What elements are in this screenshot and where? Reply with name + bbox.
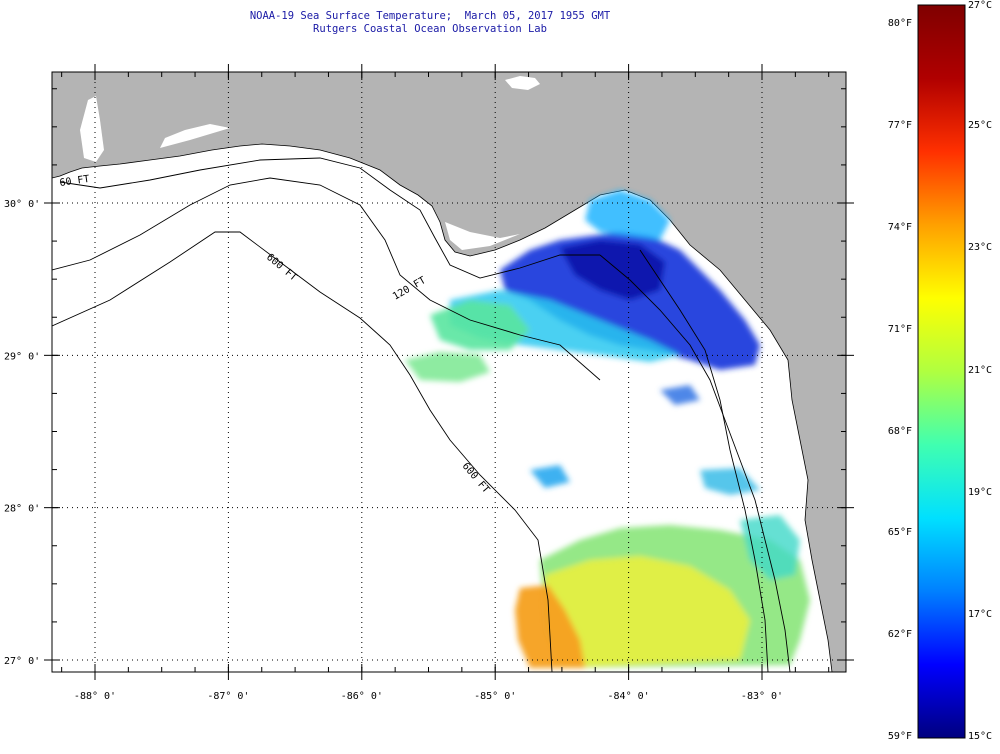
colorbar-fahrenheit-label: 65°F [887, 527, 912, 539]
lat-label: 28° 0' [4, 504, 40, 515]
colorbar-fahrenheit-label: 71°F [887, 323, 912, 335]
lon-label: -83° 0' [741, 691, 783, 702]
contour-label-60ft: 60 FT [59, 174, 90, 189]
sst-patch-cyan-small-3 [700, 468, 760, 495]
lon-label: -84° 0' [608, 691, 650, 702]
colorbar-celsius-label: 15°C [968, 731, 993, 742]
colorbar-fahrenheit-label: 68°F [887, 425, 912, 437]
colorbar-fahrenheit-label: 77°F [887, 120, 912, 132]
frame-ticks [44, 64, 854, 680]
lat-label: 29° 0' [4, 351, 40, 362]
sst-patch-blue-small-2 [530, 465, 570, 488]
depth-contours [52, 157, 791, 672]
lon-label: -85° 0' [474, 691, 516, 702]
mobile-bay [80, 96, 104, 162]
contour-inner-shelf-2 [639, 249, 769, 672]
apalachicola-bay [445, 222, 520, 250]
colorbar-celsius-label: 25°C [968, 120, 993, 132]
colorbar-celsius-label: 27°C [968, 0, 993, 11]
colorbar-fahrenheit-label: 62°F [887, 629, 912, 641]
lake-patch [505, 76, 540, 90]
lon-label: -86° 0' [341, 691, 383, 702]
colorbar [917, 4, 966, 739]
map-frame [51, 71, 847, 673]
lon-label: -88° 0' [74, 691, 116, 702]
lat-label: 27° 0' [4, 656, 40, 667]
land-mass [52, 72, 846, 672]
colorbar-fahrenheit-label: 59°F [887, 731, 912, 742]
colorbar-celsius-label: 21°C [968, 364, 993, 376]
sst-data-layer [405, 190, 810, 668]
colorbar-celsius-label: 17°C [968, 608, 993, 620]
colorbar-celsius-label: 23°C [968, 242, 993, 254]
colorbar-fahrenheit-label: 74°F [887, 221, 912, 233]
grid-lines [52, 72, 846, 672]
contour-inner-shelf [599, 254, 791, 672]
lon-label: -87° 0' [207, 691, 249, 702]
sst-patch-south-yellow [545, 556, 750, 668]
map-subtitle: Rutgers Coastal Ocean Observation Lab [313, 23, 547, 35]
contour-120ft [52, 177, 601, 381]
title-block: NOAA-19 Sea Surface Temperature; March 0… [200, 10, 660, 36]
colorbar-fahrenheit-label: 80°F [887, 18, 912, 30]
colorbar-celsius-label: 19°C [968, 486, 993, 498]
map-title: NOAA-19 Sea Surface Temperature; March 0… [249, 10, 611, 22]
sst-patch-south-orange [515, 585, 585, 668]
sst-patch-cyan-east [740, 515, 800, 580]
sst-patch-green-strip [405, 352, 490, 382]
contour-600ft [52, 231, 553, 672]
contour-60ft [59, 157, 600, 279]
sst-patch-coastal-cyan [585, 190, 670, 240]
lat-label: 30° 0' [4, 199, 40, 210]
sst-patch-blue-small-1 [660, 385, 700, 405]
pensacola-bay [160, 124, 230, 148]
axis-labels: 30° 0' 29° 0' 28° 0' 27° 0' -88° 0' -87° 0' -8… [4, 199, 783, 702]
map-plot-area: 60 FT 120 FT 600 FT 600 FT [52, 72, 846, 672]
sst-patch-big-bend-cold [500, 232, 760, 370]
